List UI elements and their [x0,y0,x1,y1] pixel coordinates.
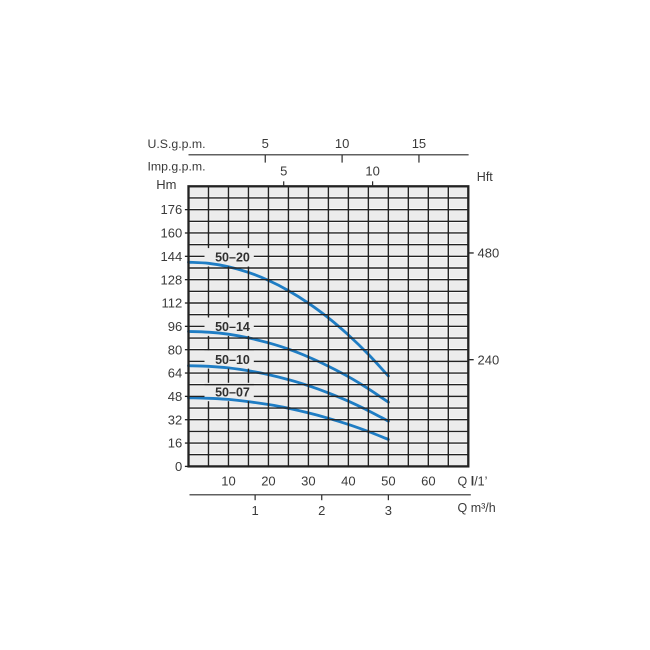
plot-grid-lines [187,185,470,468]
tick-label-h-m: 144 [160,249,182,264]
tick-label-h-m: 80 [168,342,182,357]
tick-label-q-m3h: 1 [252,503,259,518]
tick-label-h-m: 32 [168,412,182,427]
axis-title-us-gpm: U.S.g.p.m. [148,137,206,151]
tick-label-h-m: 0 [175,459,182,474]
axis-h-m [184,208,189,468]
tick-label-h-m: 176 [160,202,182,217]
tick-label-h-m: 48 [168,389,182,404]
axis-title-q-lpm: Q l/1’ [458,474,488,488]
tick-label-us-gpm: 5 [262,136,269,151]
curve-label-backing [204,350,254,369]
tick-label-q-lpm: 60 [421,473,435,488]
tick-label-q-m3h: 2 [318,503,325,518]
tick-label-q-lpm: 50 [381,473,395,488]
tick-label-h-m: 112 [161,296,182,311]
axis-title-h-m: Hm [156,177,176,192]
tick-label-h-m: 128 [160,272,182,287]
curve-label-50-07: 50–07 [215,385,250,399]
tick-label-q-lpm: 20 [261,473,275,488]
curve-label-50-10: 50–10 [215,353,250,367]
tick-label-h-ft: 240 [478,352,500,367]
axis-title-imp-gpm: Imp.g.p.m. [148,160,206,174]
axis-imp-gpm [283,181,374,187]
tick-label-h-m: 96 [168,319,182,334]
tick-label-q-lpm: 30 [301,473,315,488]
curve-label-50-20: 50–20 [215,251,250,265]
curve-label-50-14: 50–14 [215,320,250,334]
axis-q-m3h [189,494,471,501]
tick-label-us-gpm: 15 [412,136,426,151]
tick-label-h-m: 16 [168,436,182,451]
tick-label-us-gpm: 10 [335,136,349,151]
tick-label-h-ft: 480 [478,246,500,261]
tick-label-h-m: 64 [168,366,182,381]
curve-label-backing [204,382,254,402]
tick-label-q-lpm: 40 [341,473,355,488]
tick-label-imp-gpm: 5 [280,163,287,178]
tick-label-h-m: 160 [160,226,182,241]
tick-label-q-lpm: 10 [221,473,235,488]
axis-h-ft [468,252,474,361]
axis-title-q-m3h: Q m³/h [458,501,496,515]
axis-us-gpm [188,154,469,163]
tick-label-imp-gpm: 10 [365,163,379,178]
tick-label-q-m3h: 3 [385,503,392,518]
curve-label-backing [204,248,254,267]
curve-label-backing [204,317,254,336]
axis-title-h-ft: Hft [477,170,494,184]
